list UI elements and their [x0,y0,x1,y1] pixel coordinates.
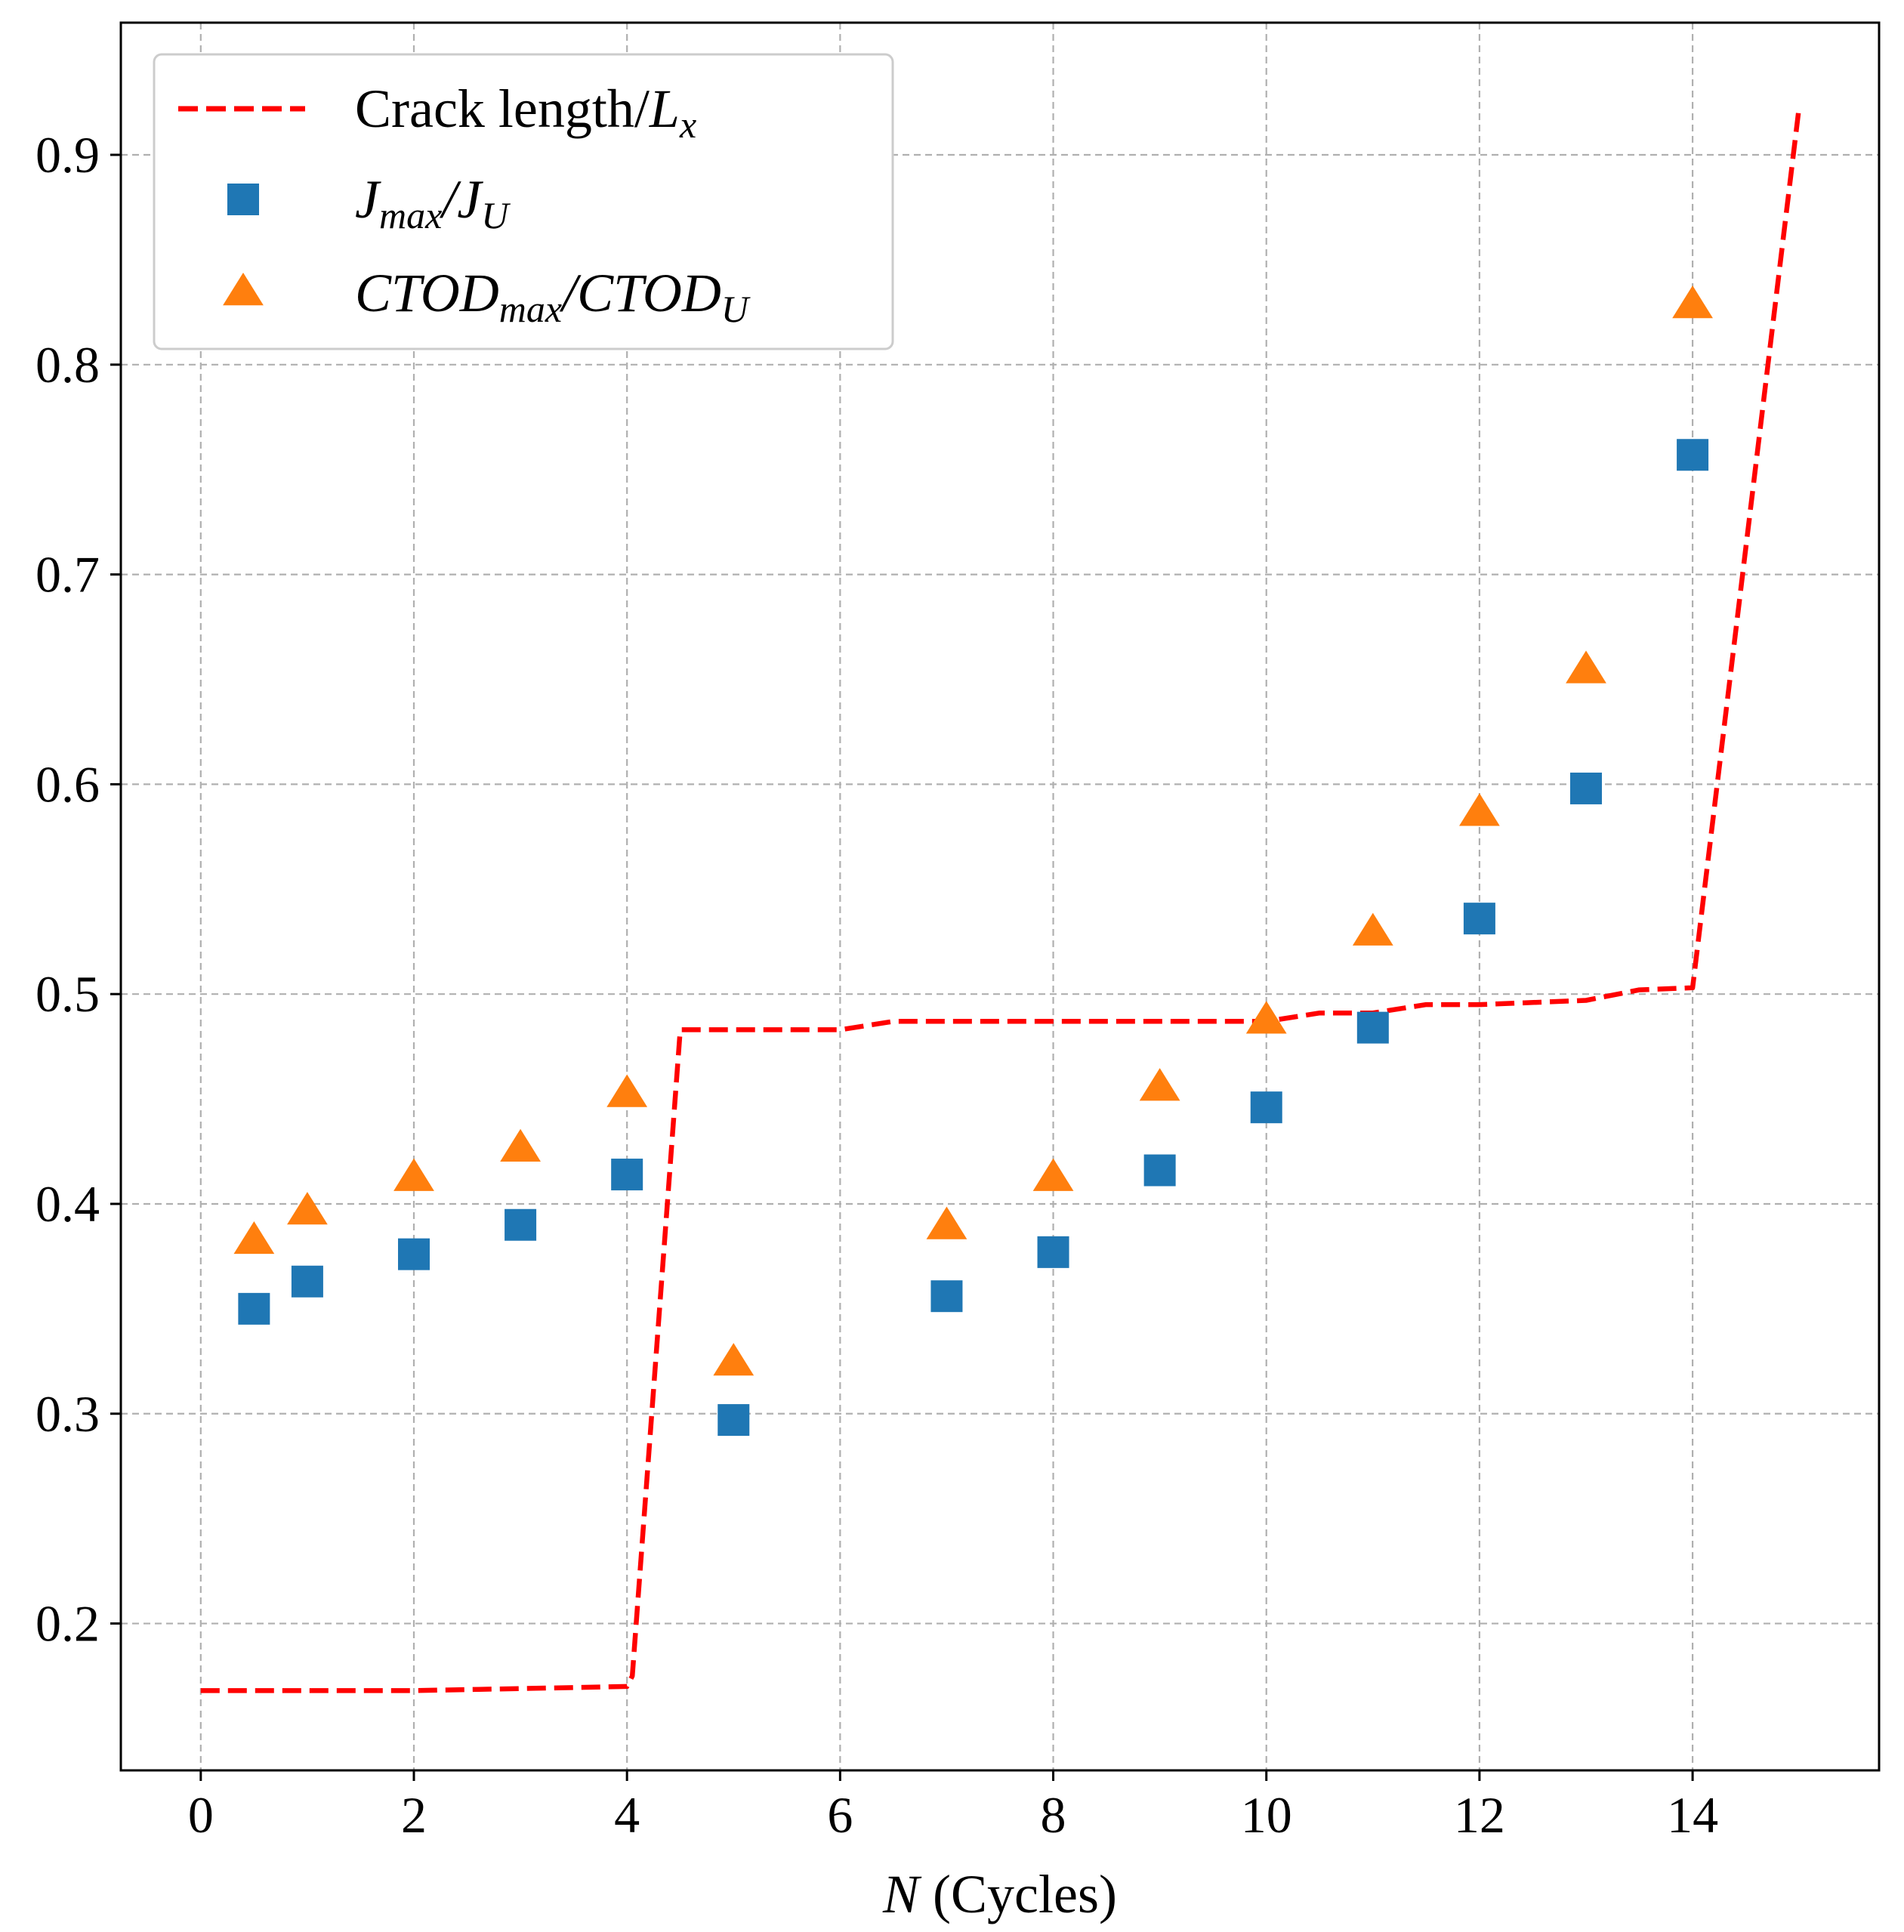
ctod-point-10 [1352,912,1393,946]
legend-ctod-sub2: U [721,288,751,330]
x-tick-label-4: 8 [1041,1786,1066,1844]
y-tick-label-0: 0.2 [35,1595,100,1653]
ctod-point-3 [500,1128,541,1162]
legend-jmax-marker [227,184,259,215]
jmax-point-13 [1677,439,1709,471]
legend-box [153,53,894,350]
legend-ctod-label: CTODmax/CTODU [355,263,751,330]
jmax-point-12 [1570,772,1602,804]
legend-jmax-label: Jmax/JU [355,169,511,236]
jmax-point-11 [1463,903,1495,935]
legend: Crack length/Lx Jmax/JU CTODmax/CTODU [153,53,894,350]
ctod-point-13 [1672,285,1713,319]
plot-frame [119,21,1881,1772]
x-tick-label-6: 12 [1454,1786,1505,1844]
plot-series [200,106,1802,1693]
ctod-point-0 [233,1221,275,1255]
y-tick-label-6: 0.8 [35,336,100,393]
ctod-point-9 [1245,1001,1287,1034]
y-tick-label-2: 0.4 [35,1175,100,1233]
ticks: 0 2 4 6 8 10 12 14 0.2 0.3 0.4 0.5 0.6 0.7 0.8 0.9 [35,126,1718,1844]
jmax-point-6 [930,1280,963,1313]
series-1 [238,439,1709,1437]
x-tick-label-0: 0 [188,1786,214,1844]
x-tick-label-5: 10 [1241,1786,1292,1844]
jmax-point-2 [398,1238,430,1270]
legend-crack-length-sub: x [679,103,696,146]
jmax-point-5 [717,1404,750,1437]
legend-ctod-marker [223,273,264,306]
legend-crack-length-text: Crack length/ [355,79,650,139]
x-tick-label-3: 6 [827,1786,853,1844]
y-tick-label-1: 0.3 [35,1385,100,1443]
ctod-point-1 [287,1192,328,1225]
x-tick-label-2: 4 [614,1786,640,1844]
legend-jmax-var: J [355,169,381,230]
legend-jmax-sub: max [379,194,442,236]
legend-jmax-sub2: U [481,194,511,236]
y-tick-label-5: 0.7 [35,546,100,603]
legend-ctod-var: CTOD [355,263,499,323]
jmax-point-3 [505,1208,537,1241]
ctod-point-6 [926,1206,967,1239]
jmax-point-8 [1143,1154,1176,1187]
x-axis-unit: (Cycles) [919,1864,1117,1924]
jmax-point-1 [291,1265,323,1298]
x-axis-label: N (Cycles) [882,1864,1117,1924]
legend-ctod-var2: CTOD [577,263,721,323]
ctod-point-2 [393,1158,434,1191]
x-axis-variable: N [882,1864,922,1924]
jmax-point-0 [238,1292,270,1325]
crack-length-line [200,106,1802,1693]
legend-crack-length-label: Crack length/Lx [355,79,696,146]
ctod-point-11 [1459,793,1500,826]
x-tick-label-7: 14 [1667,1786,1718,1844]
y-tick-label-3: 0.5 [35,965,100,1023]
x-tick-label-1: 2 [401,1786,427,1844]
ctod-point-7 [1032,1158,1074,1191]
ctod-point-8 [1139,1068,1180,1101]
jmax-point-7 [1037,1236,1069,1268]
legend-crack-length-var: L [649,79,680,139]
ctod-point-5 [713,1343,755,1376]
series-0 [200,106,1802,1693]
y-tick-label-4: 0.6 [35,755,100,813]
grid [121,23,1879,1770]
legend-ctod-sub: max [499,288,562,330]
legend-jmax-var2: J [457,169,483,230]
series-2 [233,285,1713,1376]
ctod-point-4 [606,1074,648,1107]
jmax-point-9 [1250,1091,1282,1124]
jmax-point-10 [1356,1011,1389,1044]
ctod-point-12 [1566,650,1606,684]
y-tick-label-7: 0.9 [35,126,100,184]
jmax-point-4 [611,1159,643,1191]
